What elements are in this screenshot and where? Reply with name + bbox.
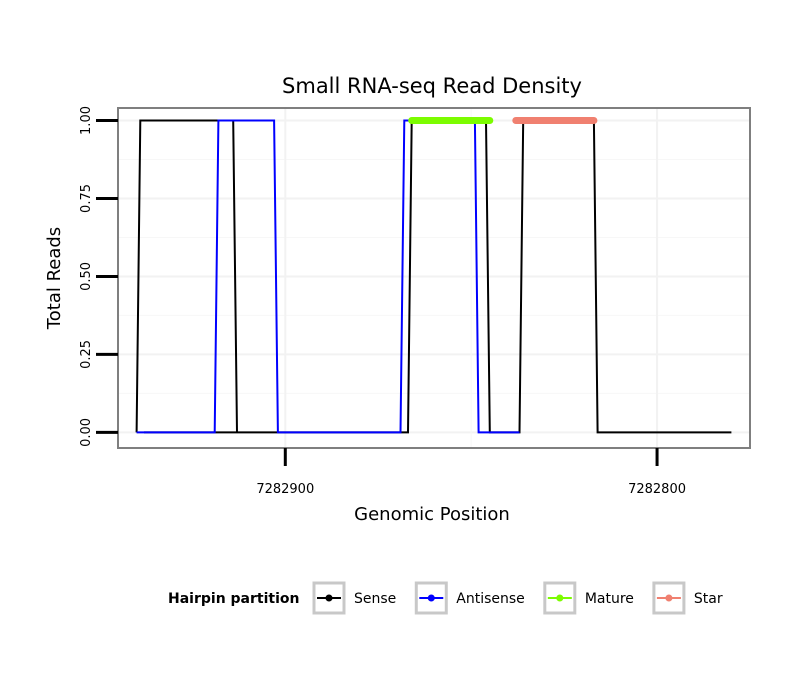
legend-item-mature: Mature — [543, 581, 634, 615]
chart-title: Small RNA-seq Read Density — [282, 74, 582, 98]
x-axis-title: Genomic Position — [354, 504, 510, 525]
y-tick-label: 0.00 — [79, 418, 94, 447]
legend-item-antisense: Antisense — [414, 581, 525, 615]
y-tick-label: 1.00 — [79, 106, 94, 135]
legend-label-star: Star — [694, 591, 723, 607]
legend-label-sense: Sense — [354, 591, 396, 607]
series-antisense-line — [136, 119, 520, 434]
legend-item-sense: Sense — [312, 581, 396, 615]
y-tick-label: 0.75 — [79, 184, 94, 213]
legend-title: Hairpin partition — [168, 591, 299, 607]
legend-label-mature: Mature — [585, 591, 634, 607]
y-tick-label: 0.50 — [79, 262, 94, 291]
legend-key-point — [427, 594, 435, 602]
legend-label-antisense: Antisense — [456, 591, 525, 607]
y-tick-label: 0.25 — [79, 340, 94, 369]
legend-key-point — [325, 594, 333, 602]
x-tick-label: 7282900 — [256, 482, 314, 497]
axis-layer: 0.00 0.25 0.50 0.75 1.00 7282900 7282800 — [79, 106, 686, 497]
y-axis-title: Total Reads — [44, 227, 65, 330]
plot-panel-border — [117, 107, 751, 449]
x-tick-label: 7282800 — [628, 482, 686, 497]
series-layer — [135, 117, 732, 434]
legend-item-star: Star — [652, 581, 723, 615]
legend: Hairpin partition Sense Antisense Mature St… — [168, 581, 723, 615]
legend-key-point — [556, 594, 564, 602]
legend-key-point — [665, 594, 673, 602]
